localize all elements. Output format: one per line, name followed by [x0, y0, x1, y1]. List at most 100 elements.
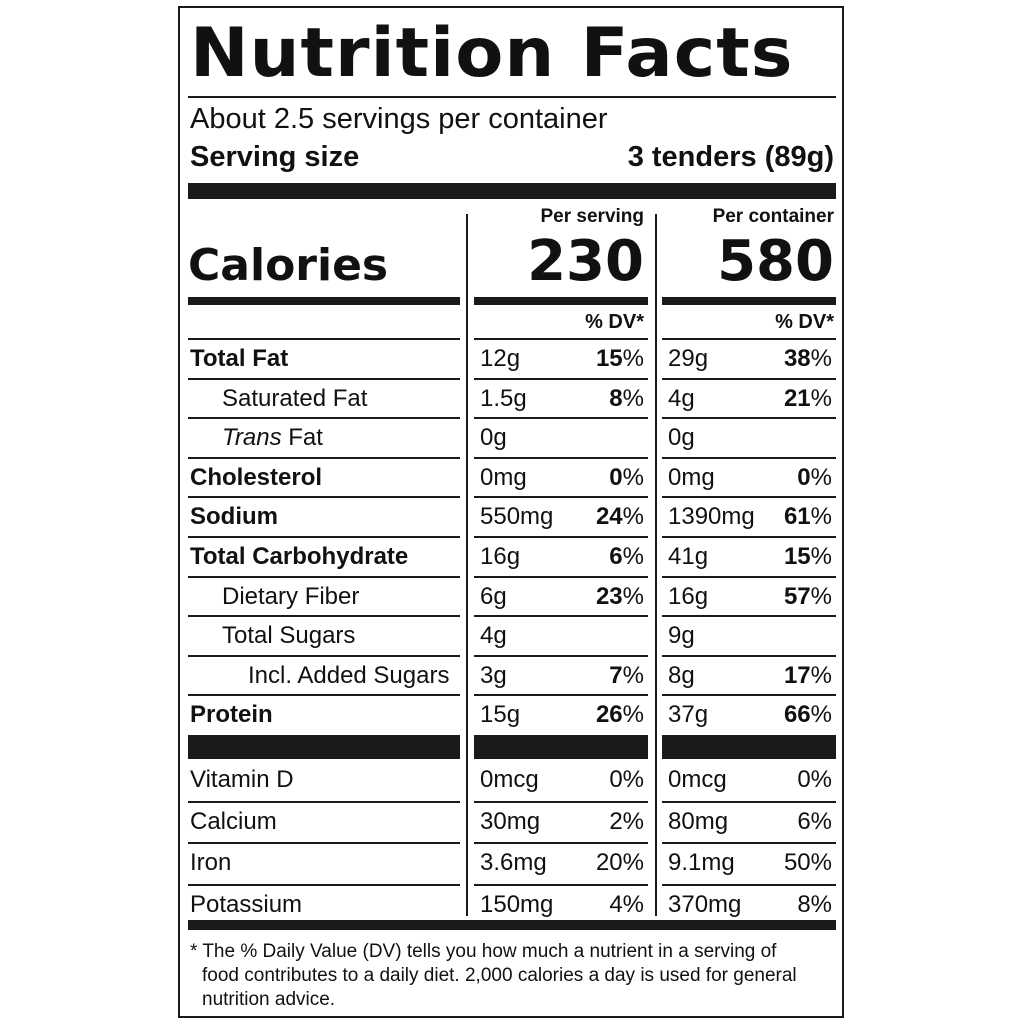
serving-amount: 0mcg — [480, 766, 539, 793]
container-dv-percent: 61% — [748, 498, 832, 536]
nutrient-name: Saturated Fat — [222, 384, 368, 412]
nutrient-name: Total Fat — [190, 345, 289, 372]
serving-dv-percent: 24% — [560, 498, 644, 536]
footnote-line: food contributes to a daily diet. 2,000 … — [202, 965, 797, 986]
row-divider — [188, 575, 460, 578]
dv-header-serving: % DV* — [585, 311, 644, 333]
row-divider — [474, 842, 648, 845]
row-divider — [474, 654, 648, 657]
serving-dv-percent: 8% — [560, 380, 644, 418]
serving-amount: 0g — [480, 424, 507, 452]
calories-per-container: 580 — [717, 229, 834, 294]
column-separator — [655, 214, 657, 916]
container-dv-percent: 21% — [748, 380, 832, 418]
serving-dv-percent: 2% — [609, 807, 644, 835]
serving-amount: 12g — [480, 345, 521, 372]
medium-divider — [474, 297, 648, 305]
percent-sign: % — [810, 384, 832, 412]
container-dv-percent: 66% — [748, 696, 832, 734]
row-divider — [474, 536, 648, 538]
row-divider — [662, 615, 836, 618]
serving-dv-percent: 7% — [560, 657, 644, 695]
thick-divider — [188, 920, 836, 930]
row-divider — [474, 575, 648, 578]
percent-value: 15 — [595, 345, 623, 372]
percent-value: 61 — [783, 503, 811, 531]
nutrient-name: Cholesterol — [190, 463, 323, 491]
calories-per-serving: 230 — [527, 229, 644, 294]
serving-amount: 30mg — [480, 807, 541, 835]
serving-amount: 150mg — [480, 890, 554, 918]
row-divider — [474, 800, 648, 803]
row-divider — [188, 496, 460, 499]
nutrient-name: Sodium — [190, 503, 278, 531]
container-dv-percent: 50% — [783, 849, 832, 877]
serving-size-label: Serving size — [190, 141, 360, 173]
servings-per-container: About 2.5 servings per container — [190, 103, 608, 135]
percent-value: 23 — [595, 582, 623, 610]
vitamin-name: Calcium — [190, 807, 277, 835]
serving-amount: 4g — [480, 622, 507, 650]
calories-label: Calories — [188, 240, 389, 291]
percent-value: 8 — [609, 384, 623, 412]
percent-sign: % — [622, 503, 644, 531]
row-divider — [662, 842, 836, 845]
container-dv-percent: 0% — [797, 766, 832, 793]
percent-sign: % — [622, 661, 644, 689]
percent-sign: % — [810, 661, 832, 689]
percent-sign: % — [622, 463, 644, 491]
serving-dv-percent: 4% — [609, 890, 644, 918]
serving-dv-percent: 6% — [560, 538, 644, 576]
footnote-line: * The % Daily Value (DV) tells you how m… — [190, 941, 777, 962]
nutrient-name: Incl. Added Sugars — [248, 661, 450, 689]
row-divider — [474, 883, 648, 886]
container-amount: 4g — [668, 384, 695, 412]
row-divider — [188, 694, 460, 697]
percent-value: 57 — [783, 582, 811, 610]
percent-sign: % — [810, 543, 832, 570]
percent-sign: % — [622, 582, 644, 610]
row-divider — [474, 417, 648, 420]
serving-dv-percent: 0% — [609, 766, 644, 793]
percent-sign: % — [622, 345, 644, 372]
dv-header-container: % DV* — [775, 311, 834, 333]
medium-divider — [188, 297, 460, 305]
divider — [188, 96, 836, 98]
nutrient-name: Total Sugars — [222, 622, 356, 650]
container-amount: 370mg — [668, 890, 742, 918]
percent-value: 38 — [783, 345, 811, 372]
container-dv-percent: 6% — [797, 807, 832, 835]
nutrient-name: Protein — [190, 701, 273, 729]
row-divider — [188, 654, 460, 657]
section-bar — [188, 735, 460, 759]
container-dv-percent: 38% — [748, 340, 832, 378]
container-amount: 1390mg — [668, 503, 755, 531]
container-amount: 0mg — [668, 463, 715, 491]
thick-divider — [188, 183, 836, 199]
row-divider — [188, 842, 460, 845]
serving-size-value: 3 tenders (89g) — [627, 141, 834, 173]
row-divider — [188, 456, 460, 459]
serving-dv-percent: 23% — [560, 578, 644, 616]
nutrient-name: Total Carbohydrate — [190, 543, 409, 570]
serving-dv-percent: 0% — [560, 459, 644, 497]
percent-sign: % — [810, 503, 832, 531]
per-container-header: Per container — [712, 206, 834, 227]
percent-sign: % — [810, 582, 832, 610]
medium-divider — [662, 297, 836, 305]
row-divider — [662, 575, 836, 578]
vitamin-name: Vitamin D — [190, 766, 294, 793]
row-divider — [188, 615, 460, 618]
row-divider — [188, 883, 460, 886]
percent-value: 24 — [595, 503, 623, 531]
percent-value: 17 — [783, 661, 811, 689]
percent-value: 6 — [609, 543, 623, 570]
percent-sign: % — [810, 463, 832, 491]
container-dv-percent: 0% — [748, 459, 832, 497]
row-divider — [474, 615, 648, 618]
container-amount: 0mcg — [668, 766, 727, 793]
container-amount: 80mg — [668, 807, 729, 835]
container-amount: 37g — [668, 701, 709, 729]
percent-value: 21 — [783, 384, 811, 412]
container-dv-percent: 15% — [748, 538, 832, 576]
